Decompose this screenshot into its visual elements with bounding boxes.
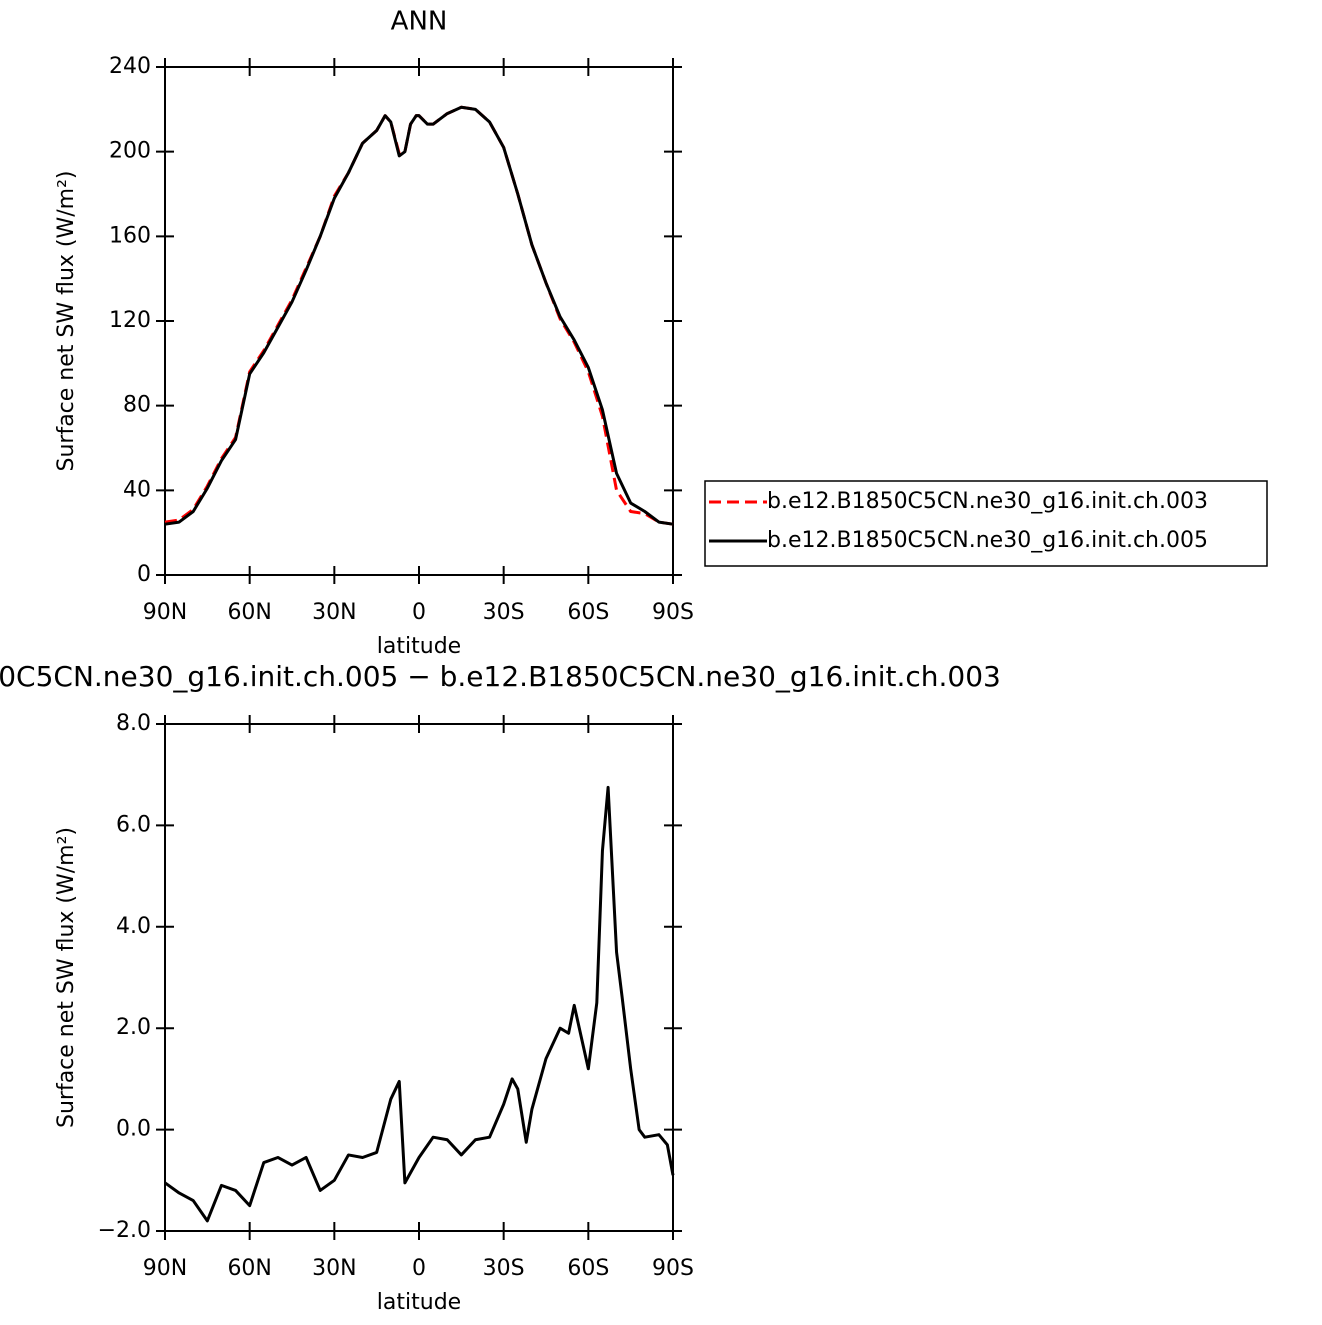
y-axis-label: Surface net SW flux (W/m²) <box>54 827 79 1128</box>
y-tick-label: 2.0 <box>116 1015 151 1040</box>
series-line <box>164 785 675 1223</box>
x-tick-label: 90N <box>143 600 187 625</box>
x-tick-label: 90S <box>652 600 694 625</box>
y-tick-label: 0.0 <box>116 1117 151 1142</box>
y-tick-label: 0 <box>137 562 151 587</box>
series-line <box>164 105 674 526</box>
y-tick-label: 40 <box>123 477 151 502</box>
x-tick-label: 90S <box>652 1256 694 1281</box>
x-tick-label: 30S <box>483 1256 525 1281</box>
x-tick-label: 30N <box>312 600 356 625</box>
y-tick-label: −2.0 <box>98 1218 151 1243</box>
y-tick-label: 80 <box>123 393 151 418</box>
x-tick-label: 60N <box>227 600 271 625</box>
x-axis-label: latitude <box>377 634 461 659</box>
x-tick-label: 60S <box>567 600 609 625</box>
x-tick-label: 90N <box>143 1256 187 1281</box>
y-tick-label: 160 <box>109 223 151 248</box>
y-tick-label: 4.0 <box>116 914 151 939</box>
chart-title: b.e12.B1850C5CN.ne30_g16.init.ch.005 − b… <box>0 660 1001 693</box>
legend-label: b.e12.B1850C5CN.ne30_g16.init.ch.003 <box>767 489 1208 514</box>
x-tick-label: 60N <box>227 1256 271 1281</box>
x-axis-label: latitude <box>377 1290 461 1315</box>
x-tick-label: 0 <box>412 1256 426 1281</box>
y-tick-label: 6.0 <box>116 812 151 837</box>
y-tick-label: 8.0 <box>116 711 151 736</box>
x-tick-label: 30N <box>312 1256 356 1281</box>
series-line <box>164 105 674 526</box>
chart-title: ANN <box>391 7 448 37</box>
y-tick-label: 240 <box>109 54 151 79</box>
y-axis-label: Surface net SW flux (W/m²) <box>54 170 79 471</box>
legend-box <box>704 480 1268 567</box>
plot-frame <box>164 66 674 576</box>
x-tick-label: 0 <box>412 600 426 625</box>
x-tick-label: 60S <box>567 1256 609 1281</box>
y-tick-label: 120 <box>109 308 151 333</box>
x-tick-label: 30S <box>483 600 525 625</box>
legend-label: b.e12.B1850C5CN.ne30_g16.init.ch.005 <box>767 528 1208 553</box>
y-tick-label: 200 <box>109 139 151 164</box>
